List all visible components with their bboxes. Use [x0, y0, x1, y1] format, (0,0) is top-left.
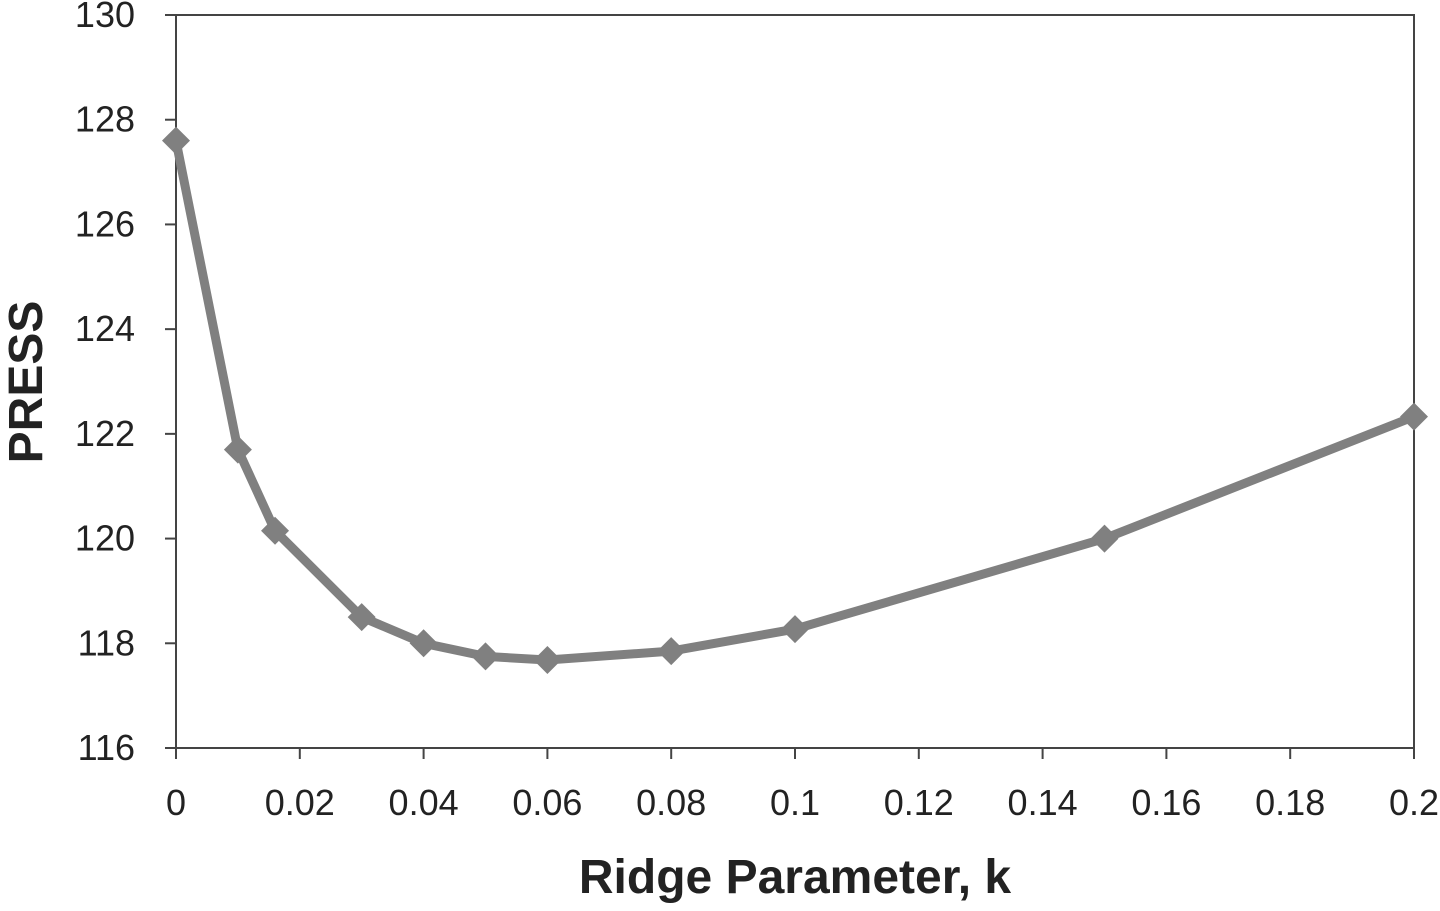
x-tick-label: 0.04 — [389, 782, 459, 823]
x-tick-label: 0.18 — [1255, 782, 1325, 823]
x-tick-label: 0.02 — [265, 782, 335, 823]
y-tick-label: 126 — [75, 203, 135, 244]
y-tick-label: 130 — [75, 0, 135, 35]
data-point-marker — [781, 615, 809, 644]
data-point-marker — [261, 516, 290, 545]
y-tick-label: 120 — [75, 518, 135, 559]
x-tick-label: 0 — [166, 782, 186, 823]
y-tick-label: 122 — [75, 413, 135, 454]
y-tick-label: 124 — [75, 308, 135, 349]
x-tick-label: 0.16 — [1131, 782, 1201, 823]
data-point-marker — [1400, 402, 1428, 431]
y-tick-label: 118 — [78, 622, 135, 663]
x-tick-label: 0.2 — [1389, 782, 1439, 823]
data-point-marker — [657, 637, 686, 666]
data-point-marker — [162, 126, 190, 155]
data-point-marker — [347, 603, 376, 632]
data-point-marker — [409, 629, 438, 658]
ticks: 116 118 120 122 124 126 128 130 0 0.02 0.04 0.06 0.0… — [75, 0, 1439, 823]
x-tick-label: 0.08 — [636, 782, 706, 823]
data-point-marker — [1090, 524, 1119, 553]
series — [162, 126, 1428, 675]
y-tick-label: 116 — [78, 727, 135, 768]
x-tick-label: 0.14 — [1008, 782, 1078, 823]
x-axis-title: Ridge Parameter, k — [579, 851, 1012, 904]
data-point-marker — [223, 435, 252, 464]
data-point-marker — [533, 646, 562, 675]
x-tick-label: 0.1 — [770, 782, 820, 823]
y-tick-label: 128 — [75, 99, 135, 140]
series-line — [171, 136, 1419, 665]
x-tick-label: 0.12 — [884, 782, 954, 823]
x-tick-label: 0.06 — [512, 782, 582, 823]
data-point-marker — [471, 642, 500, 671]
y-axis-title: PRESS — [0, 301, 53, 464]
